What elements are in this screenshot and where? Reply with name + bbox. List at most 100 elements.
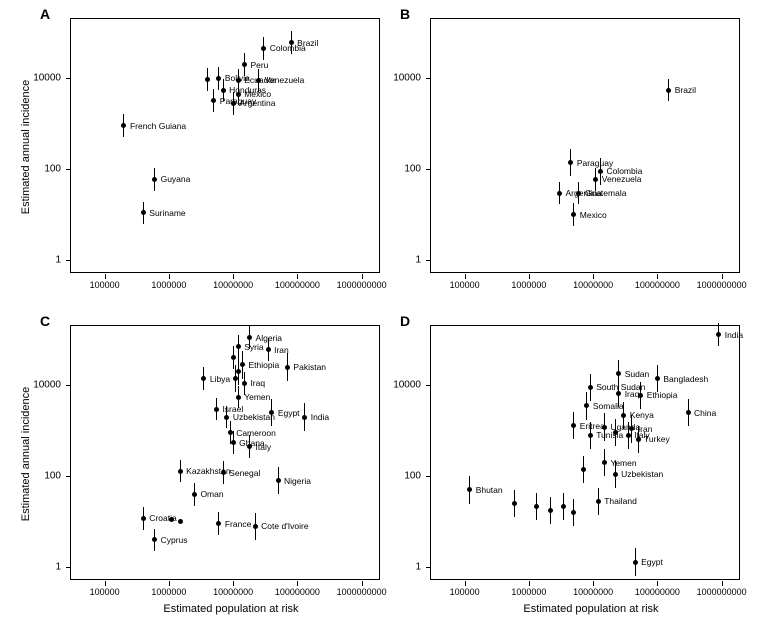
y-tick bbox=[66, 476, 71, 477]
point-marker bbox=[581, 467, 586, 472]
y-tick-label: 10000 bbox=[33, 380, 61, 391]
point-marker bbox=[571, 212, 576, 217]
y-tick bbox=[66, 169, 71, 170]
point-marker bbox=[240, 362, 245, 367]
x-tick bbox=[722, 581, 723, 586]
y-tick-label: 100 bbox=[404, 164, 421, 175]
point-marker bbox=[638, 393, 643, 398]
point-label: Oman bbox=[200, 489, 223, 499]
point-label: Senegal bbox=[229, 468, 260, 478]
point-marker bbox=[276, 478, 281, 483]
point-marker bbox=[121, 123, 126, 128]
point-marker bbox=[686, 410, 691, 415]
point-marker bbox=[593, 177, 598, 182]
panel-C: C110010000100000100000010000000100000000… bbox=[70, 315, 380, 595]
point-marker bbox=[655, 376, 660, 381]
point-marker bbox=[571, 510, 576, 515]
point-label: France bbox=[225, 519, 251, 529]
point-marker bbox=[636, 437, 641, 442]
point-label: Uzbekistan bbox=[621, 469, 663, 479]
point-marker bbox=[231, 101, 236, 106]
point-marker bbox=[178, 519, 183, 524]
x-tick-label: 100000000 bbox=[275, 280, 320, 290]
x-tick-label: 100000000 bbox=[275, 587, 320, 597]
point-marker bbox=[236, 369, 241, 374]
point-label: Eritrea bbox=[580, 421, 605, 431]
point-label: Colombia bbox=[270, 43, 306, 53]
x-tick-label: 1000000 bbox=[151, 280, 186, 290]
point-marker bbox=[613, 430, 618, 435]
point-marker bbox=[548, 508, 553, 513]
point-marker bbox=[231, 440, 236, 445]
x-tick bbox=[529, 274, 530, 279]
point-label: Argentina bbox=[239, 98, 275, 108]
point-marker bbox=[211, 98, 216, 103]
x-tick bbox=[105, 581, 106, 586]
x-tick bbox=[529, 581, 530, 586]
x-tick-label: 1000000 bbox=[511, 587, 546, 597]
point-label: Uzbekistan bbox=[233, 412, 275, 422]
y-tick bbox=[426, 260, 431, 261]
point-label: Peru bbox=[250, 60, 268, 70]
point-marker bbox=[557, 191, 562, 196]
point-label: Thailand bbox=[604, 496, 637, 506]
panel-label-B: B bbox=[400, 6, 410, 22]
point-marker bbox=[141, 210, 146, 215]
y-tick-label: 1 bbox=[55, 255, 61, 266]
point-label: Pakistan bbox=[293, 362, 326, 372]
point-marker bbox=[141, 516, 146, 521]
point-marker bbox=[261, 46, 266, 51]
y-tick-label: 100 bbox=[404, 471, 421, 482]
point-marker bbox=[242, 62, 247, 67]
panel-B: B110010000100000100000010000000100000000… bbox=[430, 8, 740, 288]
point-marker bbox=[231, 355, 236, 360]
point-marker bbox=[716, 332, 721, 337]
point-label: Cameroon bbox=[236, 428, 276, 438]
y-tick-label: 10000 bbox=[393, 73, 421, 84]
point-marker bbox=[216, 521, 221, 526]
point-marker bbox=[626, 433, 631, 438]
point-marker bbox=[242, 381, 247, 386]
x-tick-label: 10000000 bbox=[573, 587, 613, 597]
point-label: Cyprus bbox=[161, 535, 188, 545]
x-tick-label: 1000000000 bbox=[337, 587, 387, 597]
panel-label-C: C bbox=[40, 313, 50, 329]
x-tick-label: 1000000000 bbox=[697, 280, 747, 290]
point-marker bbox=[152, 537, 157, 542]
y-tick bbox=[426, 78, 431, 79]
x-tick-label: 100000 bbox=[450, 587, 480, 597]
x-tick bbox=[297, 274, 298, 279]
point-marker bbox=[266, 347, 271, 352]
y-tick bbox=[426, 385, 431, 386]
point-marker bbox=[621, 413, 626, 418]
point-label: Sudan bbox=[625, 369, 650, 379]
point-marker bbox=[178, 469, 183, 474]
point-marker bbox=[236, 344, 241, 349]
x-tick-label: 100000000 bbox=[635, 280, 680, 290]
point-label: Argentina bbox=[566, 188, 602, 198]
point-marker bbox=[221, 470, 226, 475]
point-marker bbox=[221, 88, 226, 93]
point-marker bbox=[571, 423, 576, 428]
point-marker bbox=[216, 76, 221, 81]
x-tick-label: 1000000000 bbox=[337, 280, 387, 290]
y-tick-label: 10000 bbox=[393, 380, 421, 391]
x-tick bbox=[593, 274, 594, 279]
point-label: Tunisia bbox=[596, 430, 623, 440]
figure-container: A110010000100000100000010000000100000000… bbox=[0, 0, 780, 631]
point-marker bbox=[192, 492, 197, 497]
x-tick bbox=[233, 274, 234, 279]
point-marker bbox=[152, 177, 157, 182]
point-marker bbox=[247, 444, 252, 449]
x-tick bbox=[169, 581, 170, 586]
x-tick bbox=[233, 581, 234, 586]
point-label: India bbox=[311, 412, 329, 422]
point-label: Bhutan bbox=[476, 485, 503, 495]
point-label: India bbox=[725, 330, 743, 340]
point-label: China bbox=[694, 408, 716, 418]
point-label: Mexico bbox=[580, 210, 607, 220]
y-tick-label: 1 bbox=[415, 562, 421, 573]
point-marker bbox=[224, 415, 229, 420]
point-marker bbox=[598, 169, 603, 174]
y-tick bbox=[66, 567, 71, 568]
